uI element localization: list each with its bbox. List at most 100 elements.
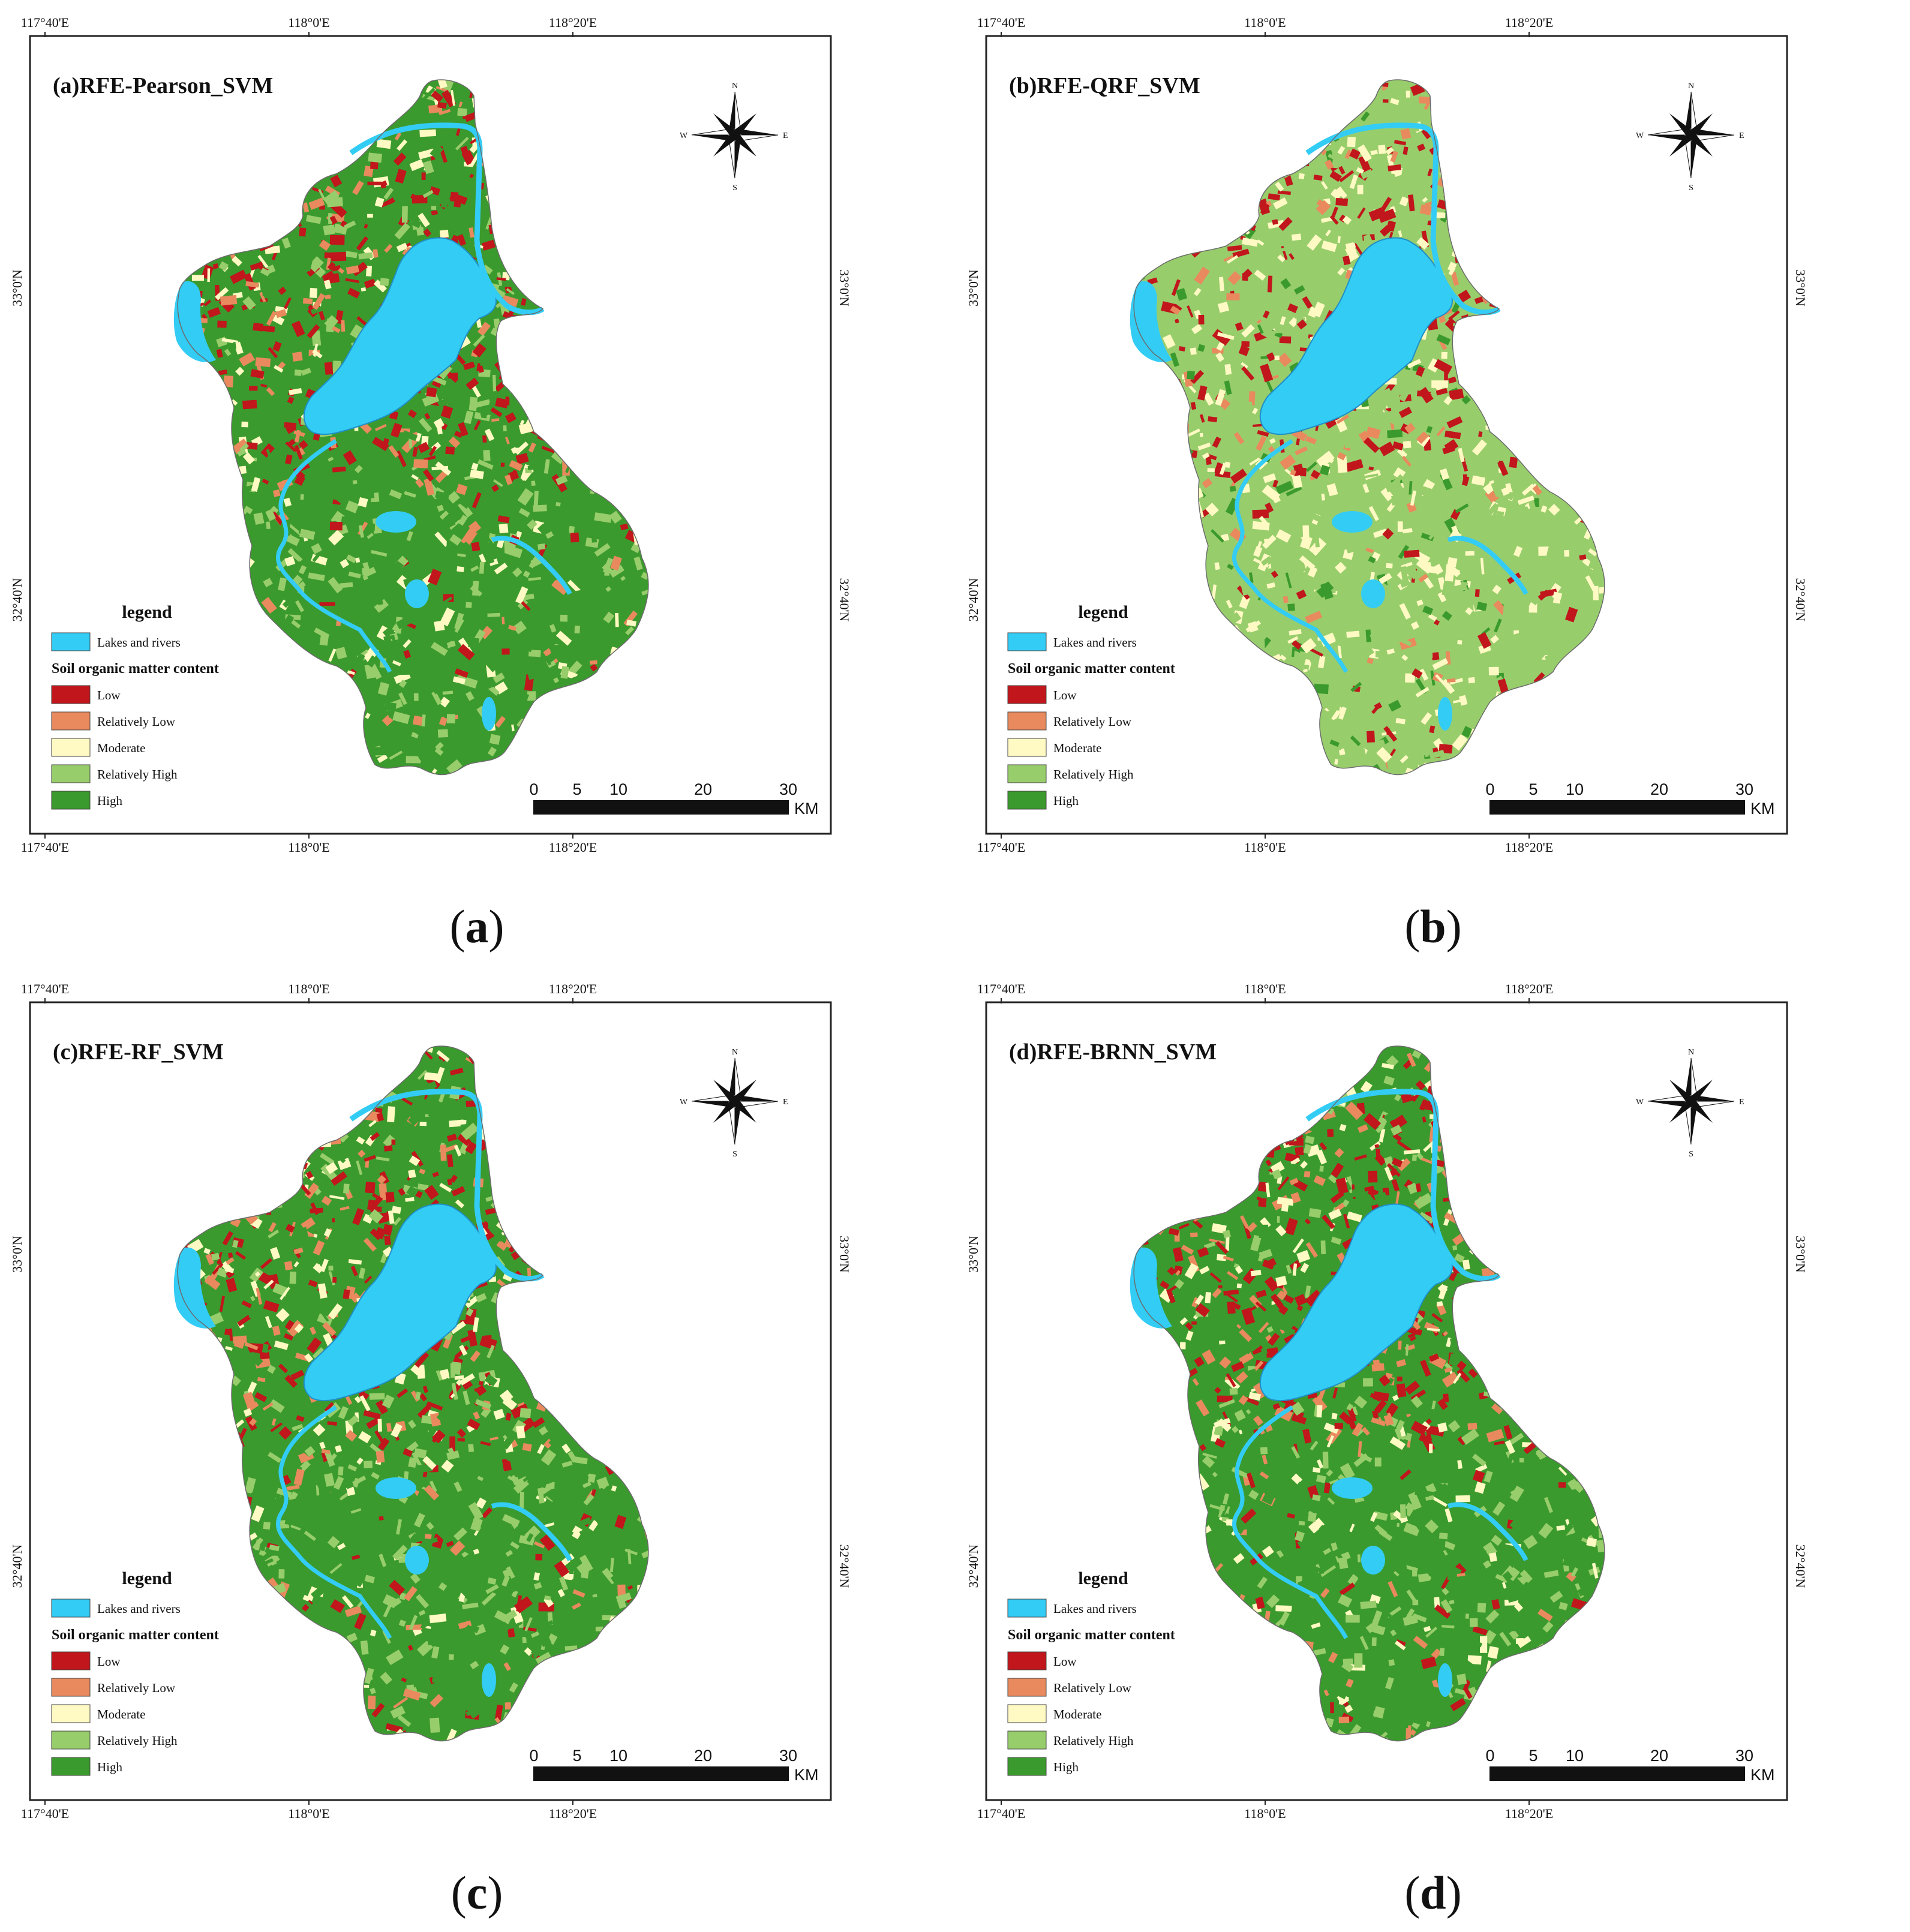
legend-label-relatively-high: Relatively High [97,1733,178,1748]
legend-swatch-relatively-low [51,1678,91,1697]
top-longitude-label: 117°40'E [977,15,1025,30]
compass-s-label: S [1689,184,1693,193]
map-panel-b: 117°40'E 118°0'E 118°20'E 117°40'E 118°0'E 11… [956,0,1910,966]
left-latitude-label: 33°0'N [966,269,981,307]
right-latitude-label: 33°0'N [1793,1236,1808,1273]
top-longitude-label: 117°40'E [21,15,69,30]
legend-label-water: Lakes and rivers [97,1602,181,1616]
legend-subtitle: Soil organic matter content [1008,661,1175,677]
scale-unit-label: KM [794,1766,819,1784]
bottom-longitude-label: 117°40'E [977,1806,1025,1821]
compass-w-label: W [680,131,688,140]
compass-w-label: W [1636,1098,1644,1107]
right-latitude-label: 33°0'N [837,1236,852,1273]
compass-s-label: S [732,184,737,193]
map-title: (c)RFE-RF_SVM [53,1039,224,1065]
legend-label-relatively-high: Relatively High [1053,1733,1134,1748]
panel-caption: (a) [449,900,504,953]
legend-subtitle: Soil organic matter content [52,661,219,677]
compass-s-label: S [732,1150,737,1159]
right-latitude-label: 33°0'N [837,269,852,307]
legend-swatch-water [51,1599,91,1618]
legend-title: legend [122,602,172,622]
north-arrow-icon [1647,1057,1735,1145]
top-longitude-label: 118°0'E [1244,981,1286,996]
top-longitude-label: 118°20'E [549,15,597,30]
legend-label-high: High [97,1760,123,1774]
legend-title: legend [122,1569,172,1588]
map-legend: legend Lakes and rivers Soil organic matte… [51,1569,219,1776]
legend-swatch-high [1007,1757,1047,1776]
scale-tick-label: 20 [1650,1747,1668,1765]
legend-label-relatively-low: Relatively Low [97,714,176,729]
study-area-outline [177,1045,649,1742]
compass-e-label: E [1739,131,1744,140]
scale-tick-label: 5 [572,780,581,798]
legend-swatch-water [51,632,91,651]
scale-tick-label: 10 [609,780,627,798]
scale-tick-label: 5 [1528,780,1537,798]
panel-caption-letter: d [1420,1867,1446,1919]
compass-w-label: W [1636,131,1644,140]
lakes-and-rivers [173,122,572,731]
scale-tick-label: 10 [609,1747,627,1765]
map-title: (a)RFE-Pearson_SVM [53,73,273,98]
lakes-and-rivers [173,1089,572,1697]
legend-title: legend [1078,1569,1128,1588]
legend-label-moderate: Moderate [97,741,145,755]
right-latitude-label: 33°0'N [1793,269,1808,307]
bottom-longitude-label: 117°40'E [21,1806,69,1821]
legend-swatch-water [1007,1599,1047,1618]
top-longitude-label: 118°0'E [288,981,329,996]
legend-swatch-relatively-low [51,711,91,731]
map-legend: legend Lakes and rivers Soil organic matte… [1007,1569,1175,1776]
left-latitude-label: 32°40'N [10,578,25,622]
top-longitude-label: 118°20'E [1505,15,1553,30]
scale-tick-label: 0 [529,1747,538,1765]
legend-label-moderate: Moderate [97,1707,145,1721]
map-panel-d: 117°40'E 118°0'E 118°20'E 117°40'E 118°0'E 11… [956,966,1910,1932]
scale-tick-label: 5 [572,1747,581,1765]
scale-tick-label: 30 [1735,1747,1753,1765]
legend-swatch-relatively-high [1007,1730,1047,1750]
north-arrow-icon [691,91,779,179]
compass-e-label: E [783,1098,788,1107]
right-latitude-label: 32°40'N [1793,1545,1808,1588]
right-latitude-label: 32°40'N [837,578,852,622]
legend-title: legend [1078,602,1128,622]
legend-swatch-relatively-high [1007,764,1047,783]
legend-swatch-low [1007,1651,1047,1670]
panel-caption-letter: b [1420,900,1446,953]
legend-label-high: High [97,794,123,808]
legend-swatch-water [1007,632,1047,651]
bottom-longitude-label: 118°20'E [549,840,597,855]
bottom-longitude-label: 118°0'E [1244,840,1286,855]
legend-swatch-relatively-high [51,764,91,783]
scale-tick-label: 20 [694,780,712,798]
panel-caption: (d) [1404,1867,1462,1919]
top-longitude-label: 117°40'E [21,981,69,996]
study-area-outline [1133,79,1605,776]
legend-label-relatively-high: Relatively High [1053,767,1134,782]
bottom-longitude-label: 118°0'E [288,1806,329,1821]
legend-swatch-moderate [51,738,91,757]
map-figure: 117°40'E 118°0'E 118°20'E 117°40'E 118°0'E 11… [10,15,852,855]
scale-tick-label: 10 [1566,1747,1584,1765]
top-longitude-label: 118°0'E [288,15,329,30]
lakes-and-rivers [1130,1089,1528,1697]
legend-label-water: Lakes and rivers [1053,1602,1137,1616]
bottom-longitude-label: 118°0'E [1244,1806,1286,1821]
scale-tick-label: 30 [1735,780,1753,798]
scale-tick-label: 0 [1485,780,1494,798]
bottom-longitude-label: 118°20'E [549,1806,597,1821]
scale-tick-label: 30 [779,780,797,798]
left-latitude-label: 32°40'N [966,1545,981,1588]
legend-swatch-low [1007,685,1047,704]
scale-tick-label: 5 [1528,1747,1537,1765]
panel-caption: (c) [451,1867,503,1919]
compass-e-label: E [1739,1098,1744,1107]
bottom-longitude-label: 118°0'E [288,840,329,855]
top-longitude-label: 118°20'E [1505,981,1553,996]
